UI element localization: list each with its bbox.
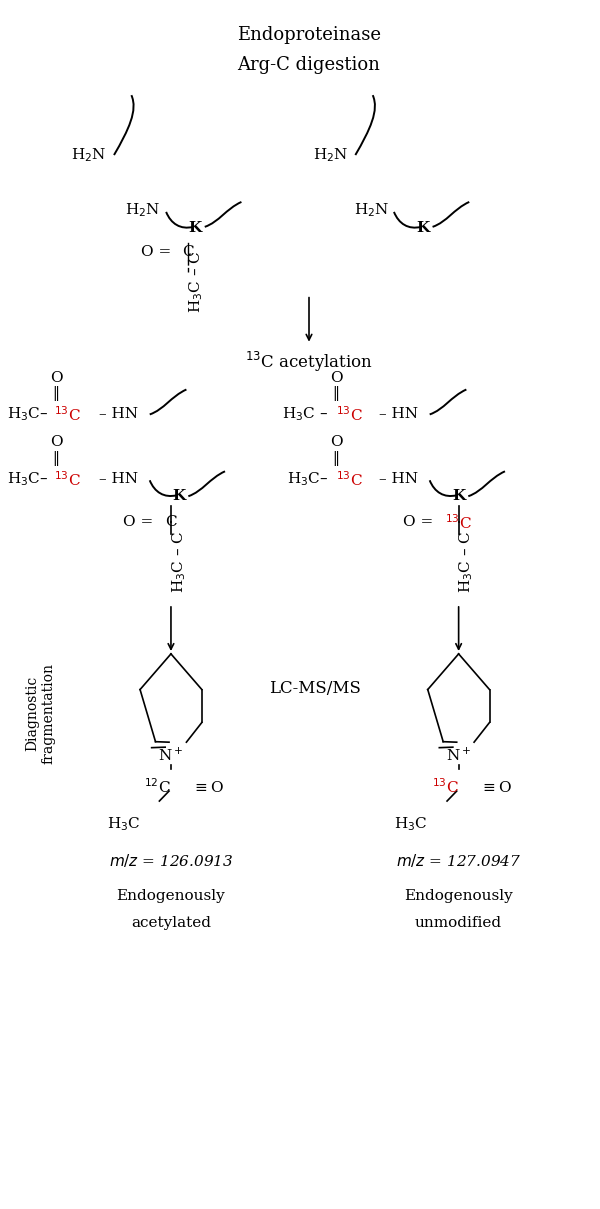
Text: – HN: – HN bbox=[98, 473, 137, 486]
Text: – HN: – HN bbox=[379, 473, 418, 486]
Text: O: O bbox=[50, 370, 62, 384]
Text: $^{13}$C: $^{13}$C bbox=[336, 470, 363, 488]
Text: $^{13}$C: $^{13}$C bbox=[54, 470, 81, 488]
Text: $\equiv$O: $\equiv$O bbox=[192, 780, 224, 794]
Text: ‖: ‖ bbox=[332, 386, 340, 401]
Text: O: O bbox=[330, 370, 343, 384]
Text: O: O bbox=[330, 435, 343, 450]
Text: ‖: ‖ bbox=[332, 451, 340, 465]
Text: H$_3$C: H$_3$C bbox=[394, 815, 428, 833]
Text: Endoproteinase: Endoproteinase bbox=[237, 27, 381, 45]
Text: K: K bbox=[188, 221, 202, 235]
Text: K: K bbox=[172, 490, 185, 503]
Text: Diagnostic
fragmentation: Diagnostic fragmentation bbox=[26, 664, 56, 764]
Text: H$_2$N: H$_2$N bbox=[313, 146, 348, 164]
Text: H$_3$C – C: H$_3$C – C bbox=[170, 531, 188, 594]
Text: O =: O = bbox=[123, 515, 158, 530]
Text: C: C bbox=[165, 515, 177, 530]
Text: H$_2$N: H$_2$N bbox=[125, 201, 161, 219]
Text: ‖: ‖ bbox=[53, 451, 59, 465]
Text: H$_2$N: H$_2$N bbox=[354, 201, 389, 219]
Text: C: C bbox=[182, 244, 194, 259]
Text: O =: O = bbox=[140, 244, 176, 259]
Text: $^{12}$C: $^{12}$C bbox=[144, 777, 171, 797]
Text: H$_3$C–: H$_3$C– bbox=[287, 470, 328, 488]
Text: acetylated: acetylated bbox=[131, 916, 211, 930]
Text: K: K bbox=[452, 490, 465, 503]
Text: $^{13}$C: $^{13}$C bbox=[431, 777, 458, 797]
Text: H$_3$C – C: H$_3$C – C bbox=[187, 250, 205, 313]
Text: $m/z$ = 127.0947: $m/z$ = 127.0947 bbox=[396, 852, 521, 869]
Text: LC-MS/MS: LC-MS/MS bbox=[269, 681, 361, 698]
Text: $m/z$ = 126.0913: $m/z$ = 126.0913 bbox=[109, 852, 233, 869]
Text: H$_3$C –: H$_3$C – bbox=[282, 405, 328, 423]
Text: – HN: – HN bbox=[98, 407, 137, 422]
Text: $^{13}$C: $^{13}$C bbox=[336, 405, 363, 424]
Text: unmodified: unmodified bbox=[415, 916, 502, 930]
Text: H$_3$C – C: H$_3$C – C bbox=[458, 531, 475, 594]
Text: H$_3$C–: H$_3$C– bbox=[7, 470, 49, 488]
Text: $^{13}$C: $^{13}$C bbox=[445, 513, 472, 532]
Text: $^{13}$C: $^{13}$C bbox=[54, 405, 81, 424]
Text: $\equiv$O: $\equiv$O bbox=[480, 780, 512, 794]
Text: N$^+$: N$^+$ bbox=[158, 747, 184, 764]
Text: H$_3$C–: H$_3$C– bbox=[7, 405, 49, 423]
Text: ‖: ‖ bbox=[53, 386, 59, 401]
Text: N$^+$: N$^+$ bbox=[446, 747, 472, 764]
Text: Endogenously: Endogenously bbox=[116, 890, 226, 903]
Text: Endogenously: Endogenously bbox=[404, 890, 513, 903]
Text: K: K bbox=[416, 221, 430, 235]
Text: H$_2$N: H$_2$N bbox=[71, 146, 107, 164]
Text: O =: O = bbox=[403, 515, 439, 530]
Text: Arg-C digestion: Arg-C digestion bbox=[238, 57, 380, 74]
Text: H$_3$C: H$_3$C bbox=[107, 815, 140, 833]
Text: – HN: – HN bbox=[379, 407, 418, 422]
Text: $^{13}$C acetylation: $^{13}$C acetylation bbox=[245, 349, 373, 374]
Text: O: O bbox=[50, 435, 62, 450]
